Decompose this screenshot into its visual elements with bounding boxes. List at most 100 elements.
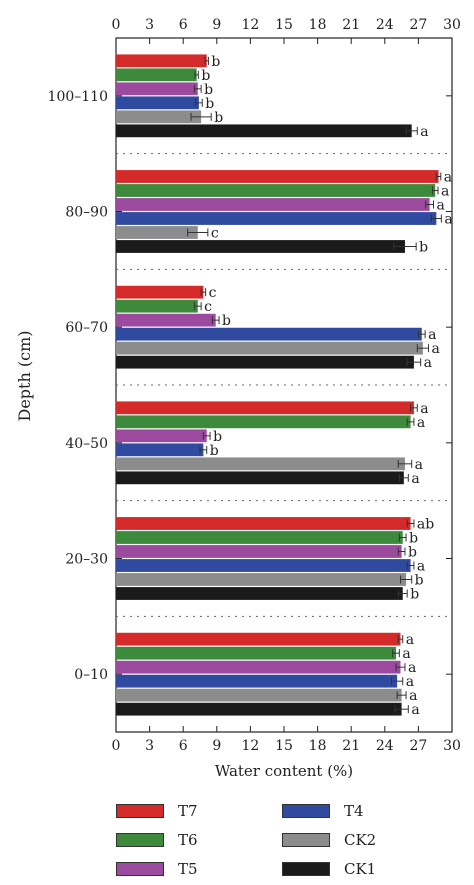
y-tick-label: 80–90 bbox=[65, 205, 108, 221]
bar bbox=[116, 170, 439, 183]
bar bbox=[116, 471, 404, 485]
significance-letter: b bbox=[214, 110, 223, 126]
x-tick-label-bottom: 9 bbox=[212, 738, 221, 754]
significance-letter: a bbox=[437, 198, 445, 214]
x-tick-label-bottom: 27 bbox=[409, 738, 427, 754]
bar bbox=[116, 96, 199, 110]
significance-letter: a bbox=[431, 341, 439, 357]
significance-letter: b bbox=[211, 54, 220, 70]
bar bbox=[116, 587, 403, 600]
bar bbox=[116, 226, 198, 239]
x-tick-label-top: 6 bbox=[179, 17, 188, 33]
significance-letter: b bbox=[210, 443, 219, 459]
x-axis-label: Water content (%) bbox=[215, 762, 353, 780]
x-tick-label-bottom: 21 bbox=[342, 738, 360, 754]
bar bbox=[116, 327, 422, 341]
x-tick-label-bottom: 30 bbox=[443, 738, 461, 754]
x-tick-label-top: 9 bbox=[212, 17, 221, 33]
y-tick-label: 60–70 bbox=[65, 320, 108, 336]
significance-letter: a bbox=[406, 674, 414, 690]
x-tick-label-bottom: 3 bbox=[145, 738, 154, 754]
bar bbox=[116, 702, 402, 716]
y-tick-label: 20–30 bbox=[65, 552, 108, 568]
significance-letter: a bbox=[415, 457, 423, 473]
significance-letter: a bbox=[408, 660, 416, 676]
y-tick-label: 40–50 bbox=[65, 436, 108, 452]
x-tick-label-top: 18 bbox=[309, 17, 327, 33]
bar bbox=[116, 401, 414, 415]
bar bbox=[116, 184, 436, 197]
bar bbox=[116, 110, 202, 124]
x-tick-label-top: 27 bbox=[409, 17, 427, 33]
significance-letter: a bbox=[420, 401, 428, 417]
x-tick-label-top: 15 bbox=[275, 17, 293, 33]
bar bbox=[116, 660, 401, 674]
bar bbox=[116, 355, 414, 369]
bar bbox=[116, 573, 407, 586]
significance-letter: b bbox=[410, 587, 419, 603]
significance-letter: a bbox=[402, 646, 410, 662]
significance-letter: a bbox=[441, 184, 449, 200]
bar bbox=[116, 124, 412, 138]
bar bbox=[116, 457, 405, 471]
bar bbox=[116, 240, 405, 253]
significance-letter: b bbox=[408, 545, 417, 561]
bar bbox=[116, 68, 197, 82]
significance-letter: a bbox=[444, 170, 452, 186]
significance-letter: c bbox=[211, 226, 219, 242]
significance-letter: a bbox=[411, 471, 419, 487]
significance-letter: a bbox=[444, 212, 452, 228]
y-tick-label: 100–110 bbox=[48, 89, 108, 105]
significance-letter: b bbox=[415, 573, 424, 589]
x-tick-label-top: 30 bbox=[443, 17, 461, 33]
bars-layer bbox=[116, 54, 442, 716]
y-axis-label: Depth (cm) bbox=[15, 331, 34, 422]
significance-letter: a bbox=[420, 124, 428, 140]
significance-letter: c bbox=[209, 285, 217, 301]
bar bbox=[116, 198, 430, 211]
significance-letter: a bbox=[406, 632, 414, 648]
bar bbox=[116, 54, 207, 68]
bar bbox=[116, 517, 411, 530]
significance-letter: b bbox=[213, 429, 222, 445]
x-tick-label-bottom: 6 bbox=[179, 738, 188, 754]
x-tick-label-top: 3 bbox=[145, 17, 154, 33]
bar bbox=[116, 559, 411, 572]
significance-letter: b bbox=[205, 96, 214, 112]
bar bbox=[116, 688, 402, 702]
x-tick-label-top: 24 bbox=[376, 17, 394, 33]
significance-letter: b bbox=[419, 240, 428, 256]
significance-letter: b bbox=[204, 82, 213, 98]
bar bbox=[116, 443, 204, 457]
bar bbox=[116, 341, 423, 355]
bar bbox=[116, 212, 437, 225]
x-tick-label-top: 21 bbox=[342, 17, 360, 33]
significance-letter: a bbox=[409, 688, 417, 704]
y-tick-label: 0–10 bbox=[74, 667, 108, 683]
bar bbox=[116, 415, 411, 429]
significance-letter: a bbox=[411, 702, 419, 718]
x-tick-label-top: 0 bbox=[112, 17, 121, 33]
x-tick-label-bottom: 0 bbox=[112, 738, 121, 754]
significance-letter: b bbox=[201, 68, 210, 84]
bar bbox=[116, 674, 398, 688]
x-tick-label-bottom: 18 bbox=[309, 738, 327, 754]
significance-letter: ab bbox=[417, 517, 434, 533]
significance-letter: a bbox=[428, 327, 436, 343]
significance-letter: a bbox=[417, 559, 425, 575]
bar bbox=[116, 313, 216, 327]
significance-letter: a bbox=[424, 355, 432, 371]
bar bbox=[116, 646, 396, 660]
bar bbox=[116, 531, 403, 544]
significance-letter: c bbox=[204, 299, 212, 315]
labels-layer: 0 0 3 3 6 6 9 9 12 12 15 15 18 18 21 21 24 24 27 27 30 30 100–… bbox=[48, 17, 461, 754]
bar bbox=[116, 285, 204, 299]
bar bbox=[116, 429, 207, 443]
significance-letter: b bbox=[409, 531, 418, 547]
bar bbox=[116, 299, 198, 313]
x-tick-label-bottom: 24 bbox=[376, 738, 394, 754]
bar bbox=[116, 632, 401, 646]
x-tick-label-bottom: 12 bbox=[241, 738, 259, 754]
bar bbox=[116, 545, 402, 558]
